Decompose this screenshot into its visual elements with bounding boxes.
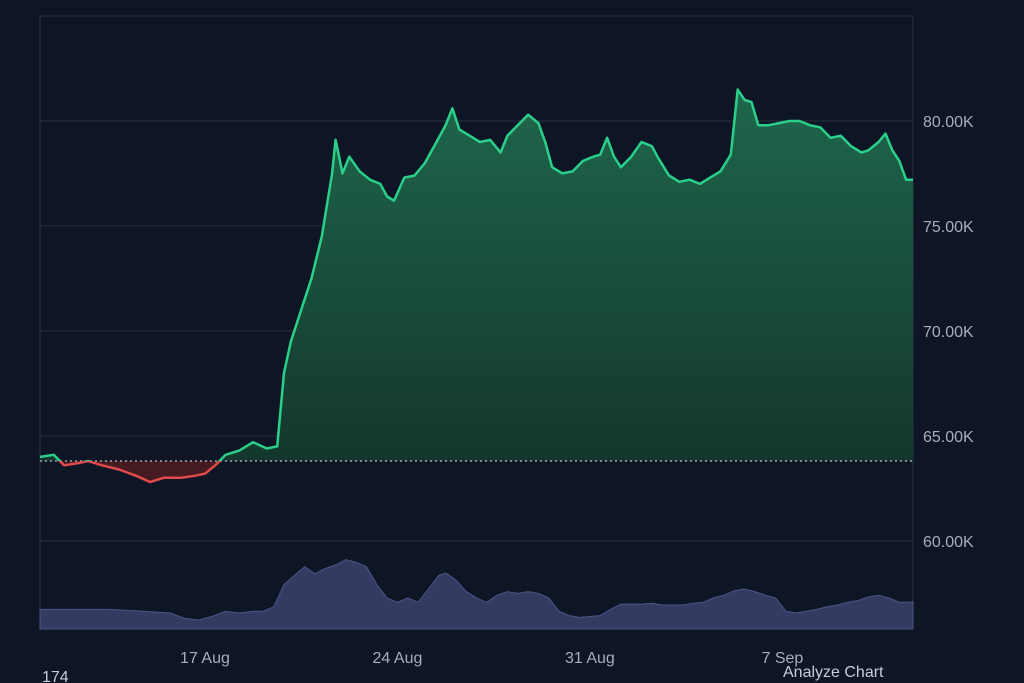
y-tick-label: 75.00K [923,219,974,236]
x-axis-labels: 17 Aug 24 Aug 31 Aug 7 Sep [180,650,803,667]
price-line-above [39,88,913,462]
x-tick-label: 24 Aug [373,650,423,667]
volume-area [39,559,914,630]
volume-series [39,559,914,630]
price-area-above [40,89,913,462]
analyze-chart-link[interactable]: Analyze Chart [783,664,884,681]
y-axis-labels: 60.00K 65.00K 70.00K 75.00K 80.00K [923,114,974,551]
y-tick-label: 70.00K [923,324,974,341]
price-line [39,88,913,484]
y-tick-label: 65.00K [923,429,974,446]
x-tick-label: 31 Aug [565,650,615,667]
x-tick-label: 7 Sep [761,650,803,667]
y-tick-label: 60.00K [923,534,974,551]
footer-value: 174 [42,669,69,683]
y-tick-label: 80.00K [923,114,974,131]
x-tick-label: 17 Aug [180,650,230,667]
price-fill [40,89,913,482]
price-area-below [40,461,913,482]
